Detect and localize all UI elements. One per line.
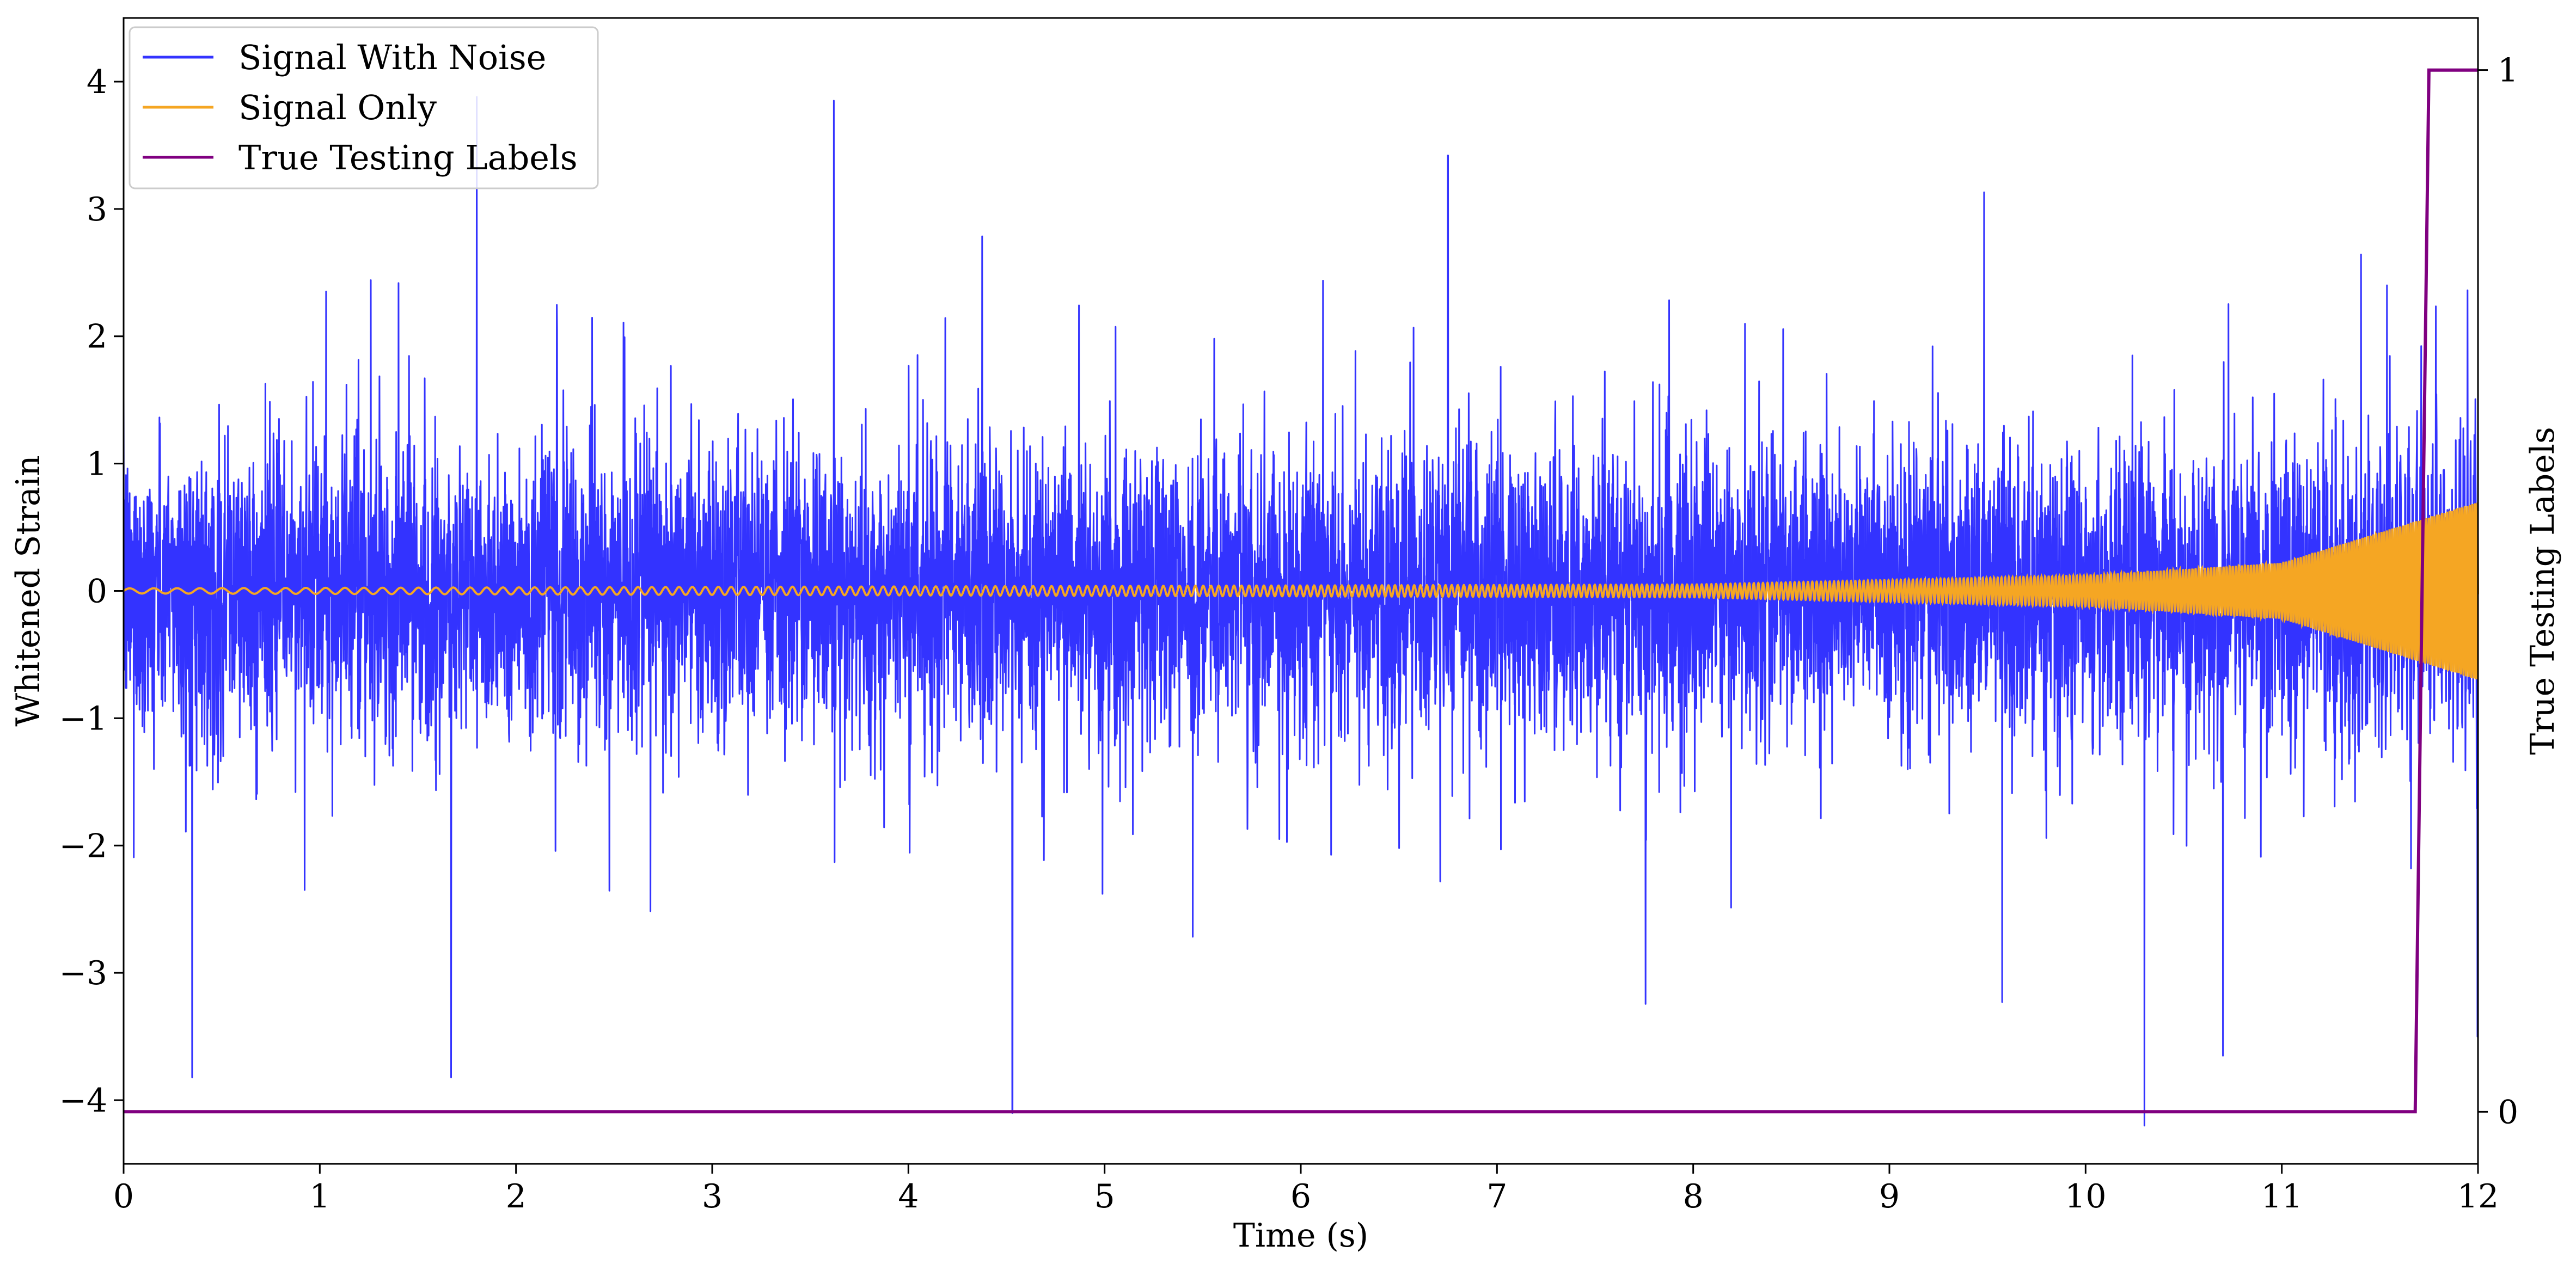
y-left-tick-label: −4 <box>59 1082 107 1120</box>
legend: Signal With Noise Signal Only True Testi… <box>129 26 599 189</box>
y-left-tick-label: 2 <box>87 318 107 356</box>
y-left-tick-label: −3 <box>59 954 107 992</box>
y-axis-left: −4 −3 −2 −1 0 1 2 3 4 <box>59 63 124 1120</box>
series-signal-with-noise <box>123 96 2479 1127</box>
y-axis-right: 01 <box>2478 52 2518 1131</box>
x-tick-label: 10 <box>2065 1177 2106 1216</box>
x-axis: 0 1 2 3 4 5 6 7 8 9 10 11 12 <box>113 1164 2499 1216</box>
y-left-tick-label: 0 <box>87 573 107 611</box>
plot-area <box>123 68 2479 1127</box>
x-tick-label: 7 <box>1486 1177 1507 1216</box>
x-tick-label: 11 <box>2261 1177 2302 1216</box>
legend-box <box>129 26 599 189</box>
y-right-tick-label: 0 <box>2498 1093 2518 1131</box>
x-tick-label: 12 <box>2457 1177 2499 1216</box>
y-left-tick-label: −1 <box>59 700 107 738</box>
x-tick-label: 8 <box>1683 1177 1704 1216</box>
series-true-testing-labels <box>124 68 2478 1114</box>
x-axis-label: Time (s) <box>1233 1217 1368 1255</box>
x-tick-label: 5 <box>1094 1177 1115 1216</box>
x-tick-label: 3 <box>702 1177 723 1216</box>
x-tick-label: 0 <box>113 1177 134 1216</box>
legend-entry-true-testing-labels: True Testing Labels <box>238 138 578 177</box>
y-axis-right-label: True Testing Labels <box>2524 427 2562 755</box>
legend-entry-signal-only: Signal Only <box>238 88 437 127</box>
y-axis-left-label: Whitened Strain <box>9 455 47 726</box>
x-tick-label: 2 <box>506 1177 527 1216</box>
series-signal-only <box>123 502 2479 679</box>
y-left-tick-label: −2 <box>59 827 107 865</box>
y-left-tick-label: 1 <box>87 445 107 483</box>
y-right-tick-label: 1 <box>2498 52 2518 90</box>
legend-entry-signal-with-noise: Signal With Noise <box>238 38 546 77</box>
x-tick-label: 1 <box>309 1177 330 1216</box>
x-tick-label: 4 <box>898 1177 919 1216</box>
x-tick-label: 9 <box>1879 1177 1900 1216</box>
x-tick-label: 6 <box>1290 1177 1311 1216</box>
y-left-tick-label: 3 <box>87 191 107 229</box>
y-left-tick-label: 4 <box>87 63 107 101</box>
